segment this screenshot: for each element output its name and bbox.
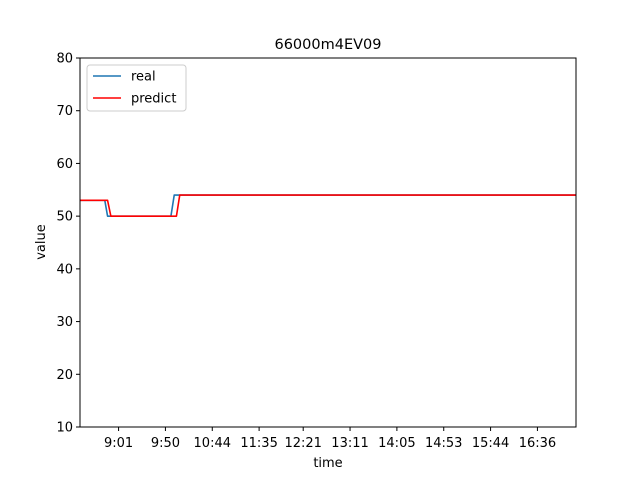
x-tick-label: 9:01 — [104, 436, 133, 451]
plot-frame — [79, 57, 577, 428]
x-tick-label: 9:50 — [151, 436, 180, 451]
x-tick-label: 11:35 — [240, 436, 277, 451]
y-axis: 10 20 30 40 50 60 70 80 — [56, 52, 80, 436]
x-axis-label: time — [313, 456, 342, 471]
y-tick-label: 70 — [56, 104, 73, 119]
y-tick-label: 50 — [56, 210, 73, 225]
x-tick-label: 15:44 — [472, 436, 509, 451]
x-tick-label: 14:05 — [378, 436, 415, 451]
y-tick-label: 10 — [56, 421, 73, 436]
legend-label-real: real — [131, 70, 156, 85]
series-layer — [80, 194, 576, 217]
y-tick-label: 60 — [56, 157, 73, 172]
x-tick-label: 12:21 — [284, 436, 321, 451]
y-tick-label: 80 — [56, 52, 73, 67]
x-tick-label: 10:44 — [194, 436, 231, 451]
legend-label-predict: predict — [131, 92, 176, 107]
x-tick-label: 14:53 — [425, 436, 462, 451]
series-line-predict — [80, 194, 576, 217]
x-tick-label: 16:36 — [519, 436, 556, 451]
y-axis-label: value — [34, 224, 49, 260]
y-tick-label: 40 — [56, 262, 73, 277]
y-tick-label: 30 — [56, 315, 73, 330]
y-tick-label: 20 — [56, 368, 73, 383]
legend: real predict — [86, 64, 187, 112]
x-axis: 9:01 9:50 10:44 11:35 12:21 13:11 14:05 14:53 15… — [104, 427, 556, 451]
x-tick-label: 13:11 — [331, 436, 368, 451]
chart-title: 66000m4EV09 — [274, 37, 381, 53]
